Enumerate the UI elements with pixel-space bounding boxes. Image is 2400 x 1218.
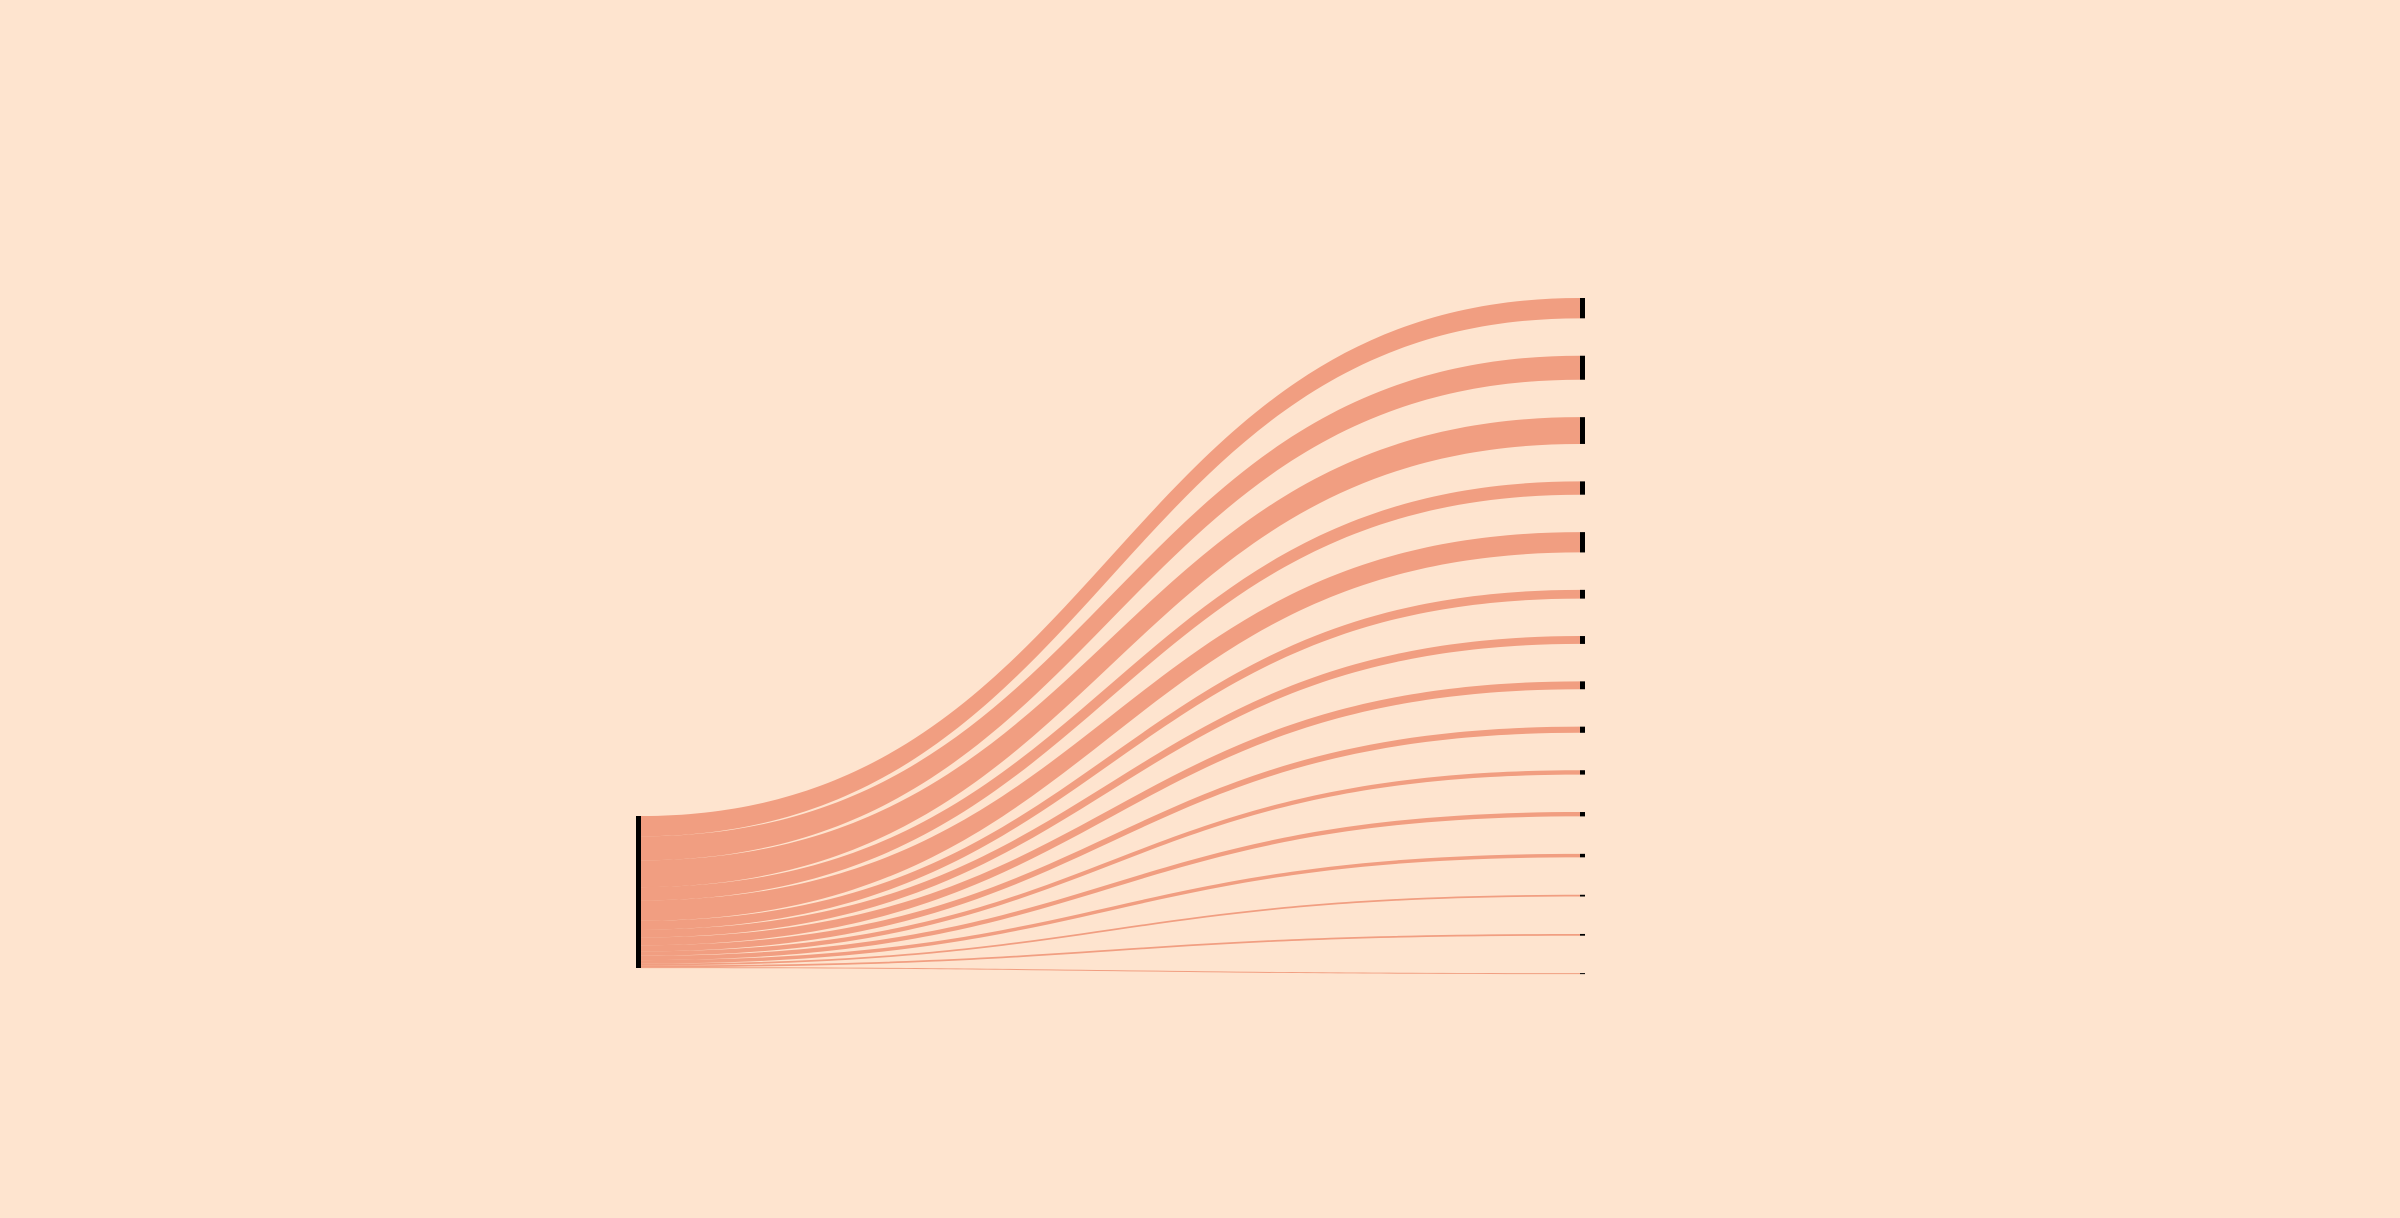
sankey-link [641,417,1580,888]
sankey-target-node [1580,532,1585,553]
sankey-link [641,894,1580,966]
sankey-link [641,812,1580,961]
sankey-link [641,298,1580,837]
sankey-link [641,532,1580,921]
sankey-source-node [636,816,641,968]
sankey-target-node [1580,298,1585,319]
sankey-target-node [1580,589,1585,599]
sankey-target-node [1580,417,1585,444]
sankey-link [641,933,1580,968]
sankey-target-node [1580,933,1585,936]
sankey-target-node [1580,636,1585,644]
sankey-link [641,589,1580,930]
sankey-link [641,636,1580,938]
sankey-link [641,770,1580,956]
sankey-target-node [1580,481,1585,495]
sankey-link [641,726,1580,952]
sankey-target-node [1580,681,1585,690]
sankey-target-node [1580,726,1585,733]
sankey-link [641,355,1580,861]
sankey-target-node [1580,355,1585,380]
sankey-link [641,967,1580,975]
sankey-target-node [1580,894,1585,897]
sankey-target-node [1580,853,1585,858]
sankey-target-node [1580,973,1585,975]
sankey-target-node [1580,812,1585,817]
sankey-link [641,481,1580,901]
sankey-target-node [1580,770,1585,775]
sankey-link [641,681,1580,946]
sankey-nodes [636,298,1585,975]
sankey-link [641,853,1580,964]
sankey-links [641,298,1580,975]
